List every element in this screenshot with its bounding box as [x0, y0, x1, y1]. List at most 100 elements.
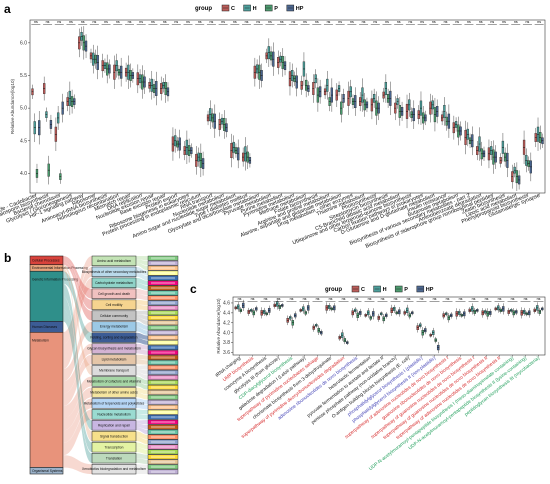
sankey-flow-l2-l3-39 — [136, 447, 148, 455]
sig-marker-a-18: ns — [245, 20, 249, 24]
sig-marker-c-8: ns — [342, 297, 346, 301]
sankey-l2-label-18: Translation — [106, 456, 122, 460]
sankey-l3-node-label-42 — [151, 465, 175, 468]
sankey-l2-node-11 — [91, 376, 137, 387]
ytick-label-a-3: 5.5 — [20, 73, 27, 79]
sankey-flow-l2-l3-10 — [136, 304, 148, 311]
sankey-l3-node-label-9 — [151, 301, 175, 304]
sankey-l2-node-1 — [91, 266, 137, 277]
sankey-flow-l2-l3-37 — [136, 436, 148, 445]
sankey-l3-node-36 — [147, 434, 179, 440]
sig-marker-c-11: ns — [381, 297, 385, 301]
sig-marker-a-13: ns — [186, 20, 190, 24]
sankey-l1-label-3: Human Diseases — [32, 325, 57, 329]
sankey-l1-node-4 — [29, 331, 64, 468]
sankey-l3-node-17 — [147, 340, 179, 346]
sankey-flow-l1-l2-7 — [63, 271, 92, 343]
panel-b-letter: b — [4, 251, 11, 265]
sankey-flow-l2-l3-22 — [136, 365, 148, 370]
sankey-l3-node-24 — [147, 375, 179, 380]
sig-marker-a-1: ns — [46, 20, 50, 24]
sankey-flow-l1-l2-1 — [63, 266, 92, 357]
sankey-l3-node-16 — [147, 335, 179, 341]
sankey-l3-node-28 — [147, 394, 179, 400]
sankey-l2-node-3 — [91, 288, 137, 299]
sankey-l2-label-14: Nucleotide metabolism — [97, 412, 131, 416]
sankey-l3-node-label-38 — [151, 445, 175, 449]
sig-marker-a-31: ns — [397, 20, 401, 24]
sankey-flow-l2-l3-27 — [136, 387, 148, 395]
sankey-flow-l1-l2-10 — [63, 264, 92, 376]
legend-c-title: group — [325, 287, 342, 293]
sankey-l3-node-label-41 — [151, 460, 175, 463]
sankey-flow-l2-l3-8 — [136, 293, 148, 301]
sig-marker-a-7: ns — [116, 20, 120, 24]
ytick-label-a-0: 4.0 — [20, 171, 27, 177]
sankey-l2-label-3: Cell growth and death — [98, 292, 130, 296]
sankey-flow-l1-l2-5 — [63, 261, 92, 321]
sankey-l3-node-7 — [147, 290, 179, 296]
sankey-flow-l1-l2-8 — [63, 343, 92, 394]
sankey-l1-label-2: Genetic Information Processing — [32, 277, 78, 281]
sankey-flow-l2-l3-28 — [136, 392, 148, 400]
sankey-l3-node-18 — [147, 345, 179, 350]
sig-marker-c-6: ns — [316, 297, 320, 301]
sankey-flow-l1-l2-14 — [63, 409, 92, 456]
sig-marker-a-42: ns — [526, 20, 530, 24]
sankey-l1-label-0: Cellular Processes — [32, 259, 60, 263]
sankey-l3-node-10 — [147, 305, 179, 311]
sankey-l2-label-7: Folding, sorting and degradation — [90, 336, 137, 340]
sig-marker-a-5: ns — [92, 20, 96, 24]
sankey-flow-l1-l2-16 — [63, 267, 92, 442]
sankey-flow-l2-l3-31 — [136, 409, 148, 415]
sankey-l3-node-19 — [147, 350, 179, 355]
sankey-flow-l2-l3-20 — [136, 354, 148, 360]
sig-marker-a-17: ns — [233, 20, 237, 24]
sankey-flow-l2-l3-0 — [136, 256, 148, 261]
sankey-l3-node-9 — [147, 300, 179, 306]
sankey-l2-node-15 — [91, 420, 137, 431]
sig-marker-a-43: ns — [537, 20, 541, 24]
plot-a: 4.0 4.5 5.0 5.5 6.0 Relative Abundance(log10)… — [0, 19, 546, 250]
sankey-l3-node-label-22 — [151, 366, 175, 369]
sankey-l3-node-label-35 — [151, 430, 175, 434]
sankey-l3-node-29 — [147, 399, 179, 405]
sankey-l3-node-label-10 — [151, 306, 175, 309]
sig-marker-c-22: ns — [524, 297, 528, 301]
legend-a: group C H P HP — [195, 4, 304, 12]
sankey-l2-node-6 — [91, 321, 137, 332]
legend-a-label-P: P — [274, 6, 278, 12]
sankey-flow-l2-l3-15 — [136, 326, 148, 335]
sankey-l2-label-10: Membrane transport — [99, 369, 129, 373]
sig-marker-c-17: ns — [459, 297, 463, 301]
sankey-flow-l1-l2-4 — [63, 258, 92, 310]
sig-marker-a-38: ns — [479, 20, 483, 24]
sankey-l3-node-3 — [147, 270, 179, 276]
sankey-l2-label-8: Glycan biosynthesis and metabolism — [87, 347, 141, 351]
sig-marker-a-24: ns — [315, 20, 319, 24]
sankey-l3-node-label-12 — [151, 316, 175, 319]
sankey-l3-node-40 — [147, 454, 179, 460]
sankey-flow-l2-l3-23 — [136, 368, 148, 375]
sankey-l2-node-8 — [91, 343, 137, 354]
sankey-flow-l2-l3-38 — [136, 442, 148, 450]
sankey-l3-node-label-33 — [151, 421, 175, 424]
sankey-flow-l2-l3-29 — [136, 398, 148, 405]
sig-marker-a-41: ns — [514, 20, 518, 24]
sankey-flow-l2-l3-35 — [136, 426, 148, 435]
sankey-l2-label-6: Energy metabolism — [100, 325, 128, 329]
legend-c-label-P: P — [404, 287, 408, 293]
sankey-flow-l1-l2-3 — [63, 256, 92, 299]
sig-marker-a-6: ns — [104, 20, 108, 24]
sankey-l3-node-label-1 — [151, 262, 175, 265]
sig-marker-c-16: ns — [446, 297, 450, 301]
sankey-flow-l2-l3-24 — [136, 372, 148, 380]
plot-a-frame — [29, 19, 546, 194]
legend-c-label-H: H — [383, 287, 387, 293]
sankey-b: Cellular Processes Environmental Informat… — [29, 255, 179, 475]
sankey-flow-l2-l3-12 — [136, 314, 148, 320]
ytick-label-c-3: 4.2 — [223, 320, 230, 326]
sankey-l3-node-22 — [147, 365, 179, 370]
sankey-flow-l2-l3-11 — [136, 310, 148, 316]
sankey-l3-node-39 — [147, 449, 179, 455]
